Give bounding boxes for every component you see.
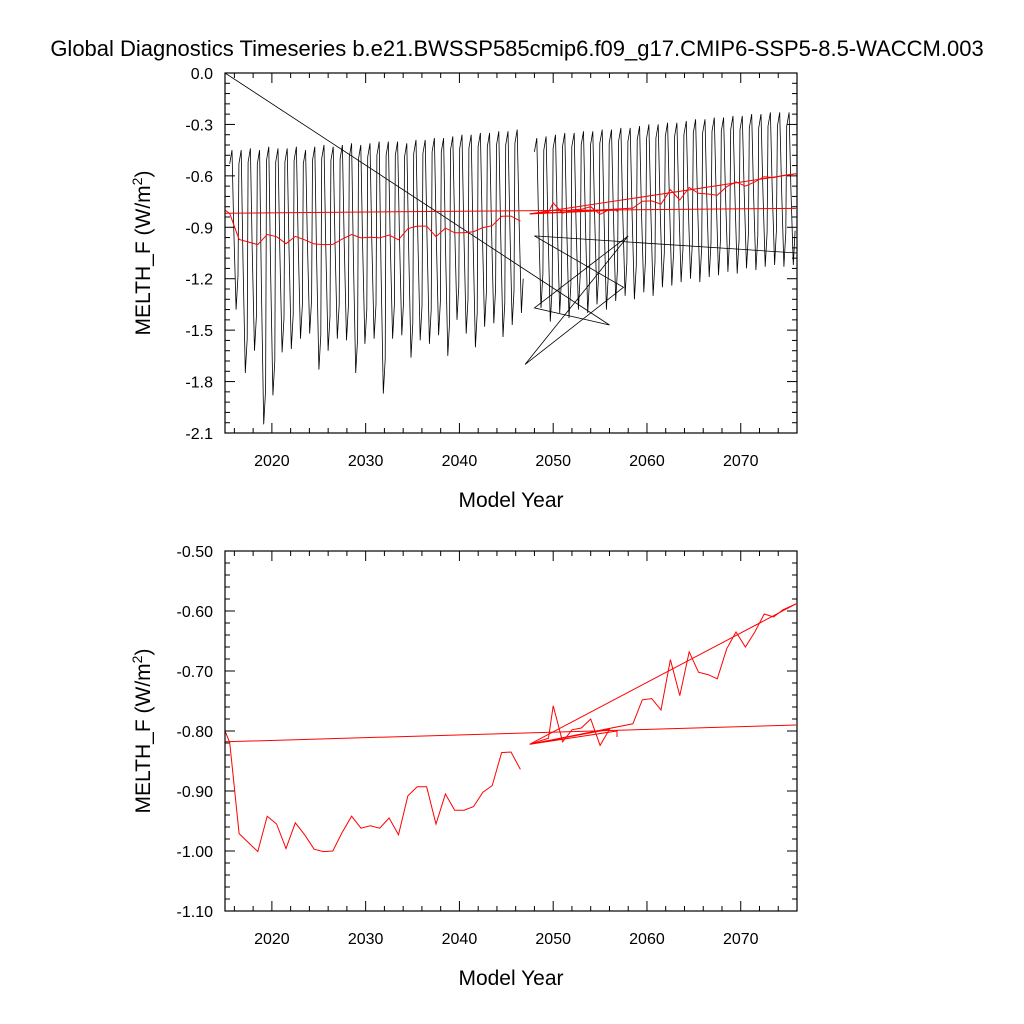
x-tick-label: 2030 — [348, 453, 384, 470]
y-tick-label: -1.5 — [185, 323, 213, 340]
x-tick-label: 2070 — [723, 931, 759, 948]
top-panel: 0.0 -0.3 -0.6 -0.9 -1.2 -1.5 -1.8 -2.1 2020 2030 2… — [129, 66, 798, 512]
y-axis-label: MELTH_F (W/m2) — [129, 171, 155, 336]
y-tick-label: 0.0 — [191, 66, 213, 83]
y-tick-label: -0.70 — [177, 664, 214, 681]
y-axis-label: MELTH_F (W/m2) — [129, 649, 155, 814]
y-tick-label: -0.6 — [185, 169, 213, 186]
y-tick-label: -1.00 — [177, 844, 214, 861]
plot-frame — [224, 550, 798, 912]
monthly-series-line — [534, 112, 796, 322]
annual-mean-series-line — [529, 603, 797, 745]
y-tick-label: -0.3 — [185, 117, 213, 134]
x-axis-label: Model Year — [458, 967, 563, 990]
y-tick-label: -0.50 — [177, 544, 214, 561]
y-tick-label: -1.10 — [177, 904, 214, 921]
annual-mean-series-line — [529, 705, 618, 747]
annual-mean-series-line — [529, 173, 797, 215]
monthly-series-connector — [225, 73, 797, 365]
y-tick-label: -1.2 — [185, 272, 213, 289]
plot-area — [225, 73, 797, 425]
annual-mean-series-line — [225, 724, 797, 743]
y-tick-label: -2.1 — [185, 426, 213, 443]
x-tick-label: 2020 — [254, 453, 290, 470]
x-tick-label: 2020 — [254, 931, 290, 948]
x-tick-label: 2050 — [535, 453, 571, 470]
x-axis-label: Model Year — [458, 489, 563, 512]
x-tick-label: 2040 — [442, 931, 478, 948]
x-tick-label: 2060 — [629, 931, 665, 948]
plot-area — [225, 603, 797, 853]
x-tick-label: 2050 — [535, 931, 571, 948]
y-tick-label: -0.90 — [177, 784, 214, 801]
y-tick-label: -0.60 — [177, 604, 214, 621]
figure-title: Global Diagnostics Timeseries b.e21.BWSS… — [50, 36, 983, 61]
y-tick-label: -1.8 — [185, 375, 213, 392]
annual-mean-series-line — [529, 173, 797, 215]
plot-frame — [224, 72, 798, 434]
bottom-panel: -0.50 -0.60 -0.70 -0.80 -0.90 -1.00 -1.10 2020 2… — [129, 544, 798, 990]
annual-mean-series-line — [225, 730, 521, 853]
annual-mean-series-line — [225, 209, 521, 246]
annual-mean-series-line — [225, 207, 797, 214]
y-tick-label: -0.80 — [177, 724, 214, 741]
annual-mean-series-line — [529, 603, 797, 745]
monthly-series-line — [229, 129, 524, 425]
x-tick-label: 2060 — [629, 453, 665, 470]
y-tick-label: -0.9 — [185, 220, 213, 237]
x-tick-label: 2030 — [348, 931, 384, 948]
x-tick-label: 2040 — [442, 453, 478, 470]
x-tick-label: 2070 — [723, 453, 759, 470]
